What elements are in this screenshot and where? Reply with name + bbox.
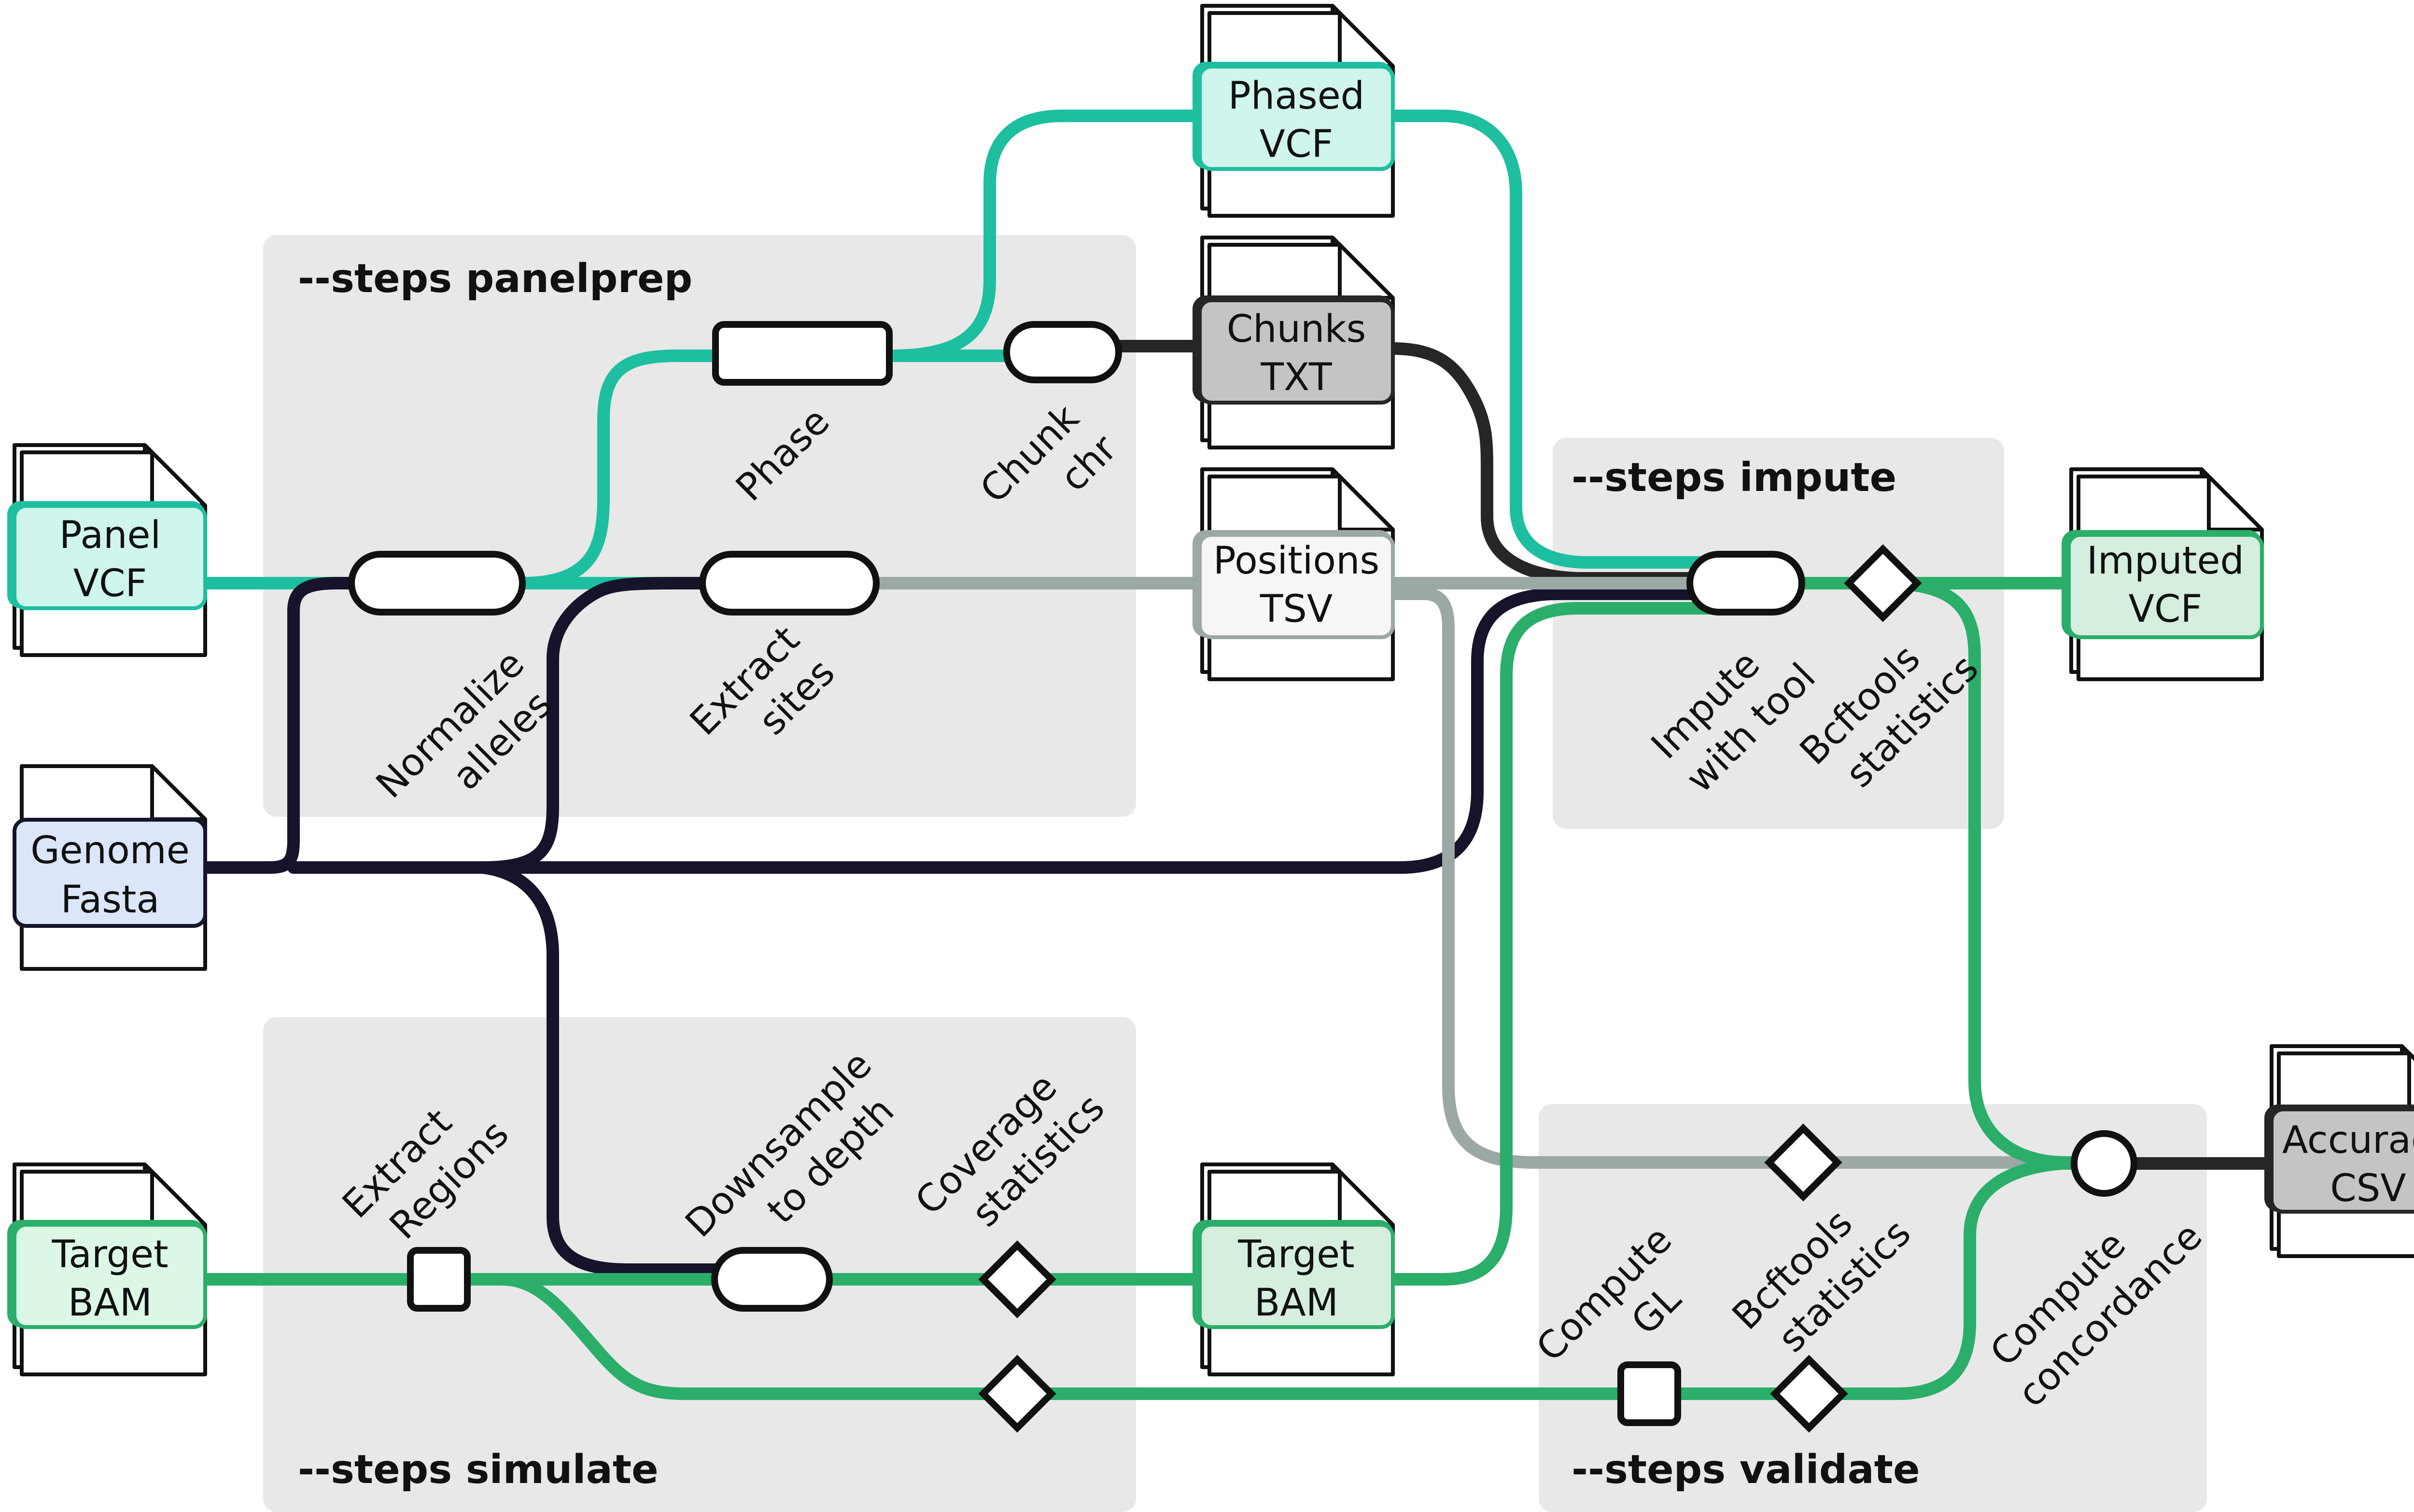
svg-text:BAM: BAM	[68, 1281, 152, 1325]
node-impute-tool[interactable]	[1686, 551, 1805, 616]
section-label-panelprep: --steps panelprep	[298, 256, 692, 302]
file-genome-fasta[interactable]: Genome Fasta	[13, 766, 207, 969]
svg-text:VCF: VCF	[73, 562, 147, 605]
line-genome-to-normalize	[201, 577, 359, 874]
svg-text:Accuracy: Accuracy	[2282, 1119, 2414, 1162]
svg-text:CSV: CSV	[2330, 1167, 2406, 1210]
svg-text:Target: Target	[1237, 1233, 1354, 1276]
file-positions-tsv[interactable]: Positions TSV	[1193, 469, 1395, 679]
file-imputed-vcf[interactable]: Imputed VCF	[2062, 469, 2264, 679]
svg-text:Positions: Positions	[1213, 539, 1379, 583]
svg-text:Imputed: Imputed	[2087, 539, 2244, 583]
line-genome-to-extract	[287, 577, 706, 874]
node-chunk[interactable]	[1003, 321, 1122, 383]
section-panelprep	[263, 235, 1136, 817]
svg-text:Phased: Phased	[1228, 74, 1364, 118]
svg-text:Chunks: Chunks	[1227, 308, 1366, 351]
file-accuracy-csv[interactable]: Accuracy CSV	[2264, 1046, 2414, 1256]
svg-text:TXT: TXT	[1260, 356, 1332, 399]
section-label-simulate: --steps simulate	[298, 1447, 659, 1493]
line-target-bam-to-impute	[1387, 602, 1720, 1286]
svg-text:Fasta: Fasta	[61, 878, 160, 922]
line-imputed-to-concordance	[1877, 577, 2106, 1169]
file-target-bam-input[interactable]: Target BAM	[7, 1164, 207, 1374]
line-genome-to-impute	[477, 588, 1720, 874]
svg-text:Target: Target	[51, 1233, 168, 1276]
file-chunks-txt[interactable]: Chunks TXT	[1193, 238, 1395, 448]
svg-text:BAM: BAM	[1254, 1281, 1338, 1325]
line-regions-to-compute-gl	[433, 1157, 2106, 1400]
node-sim-diamond[interactable]	[978, 1355, 1056, 1433]
section-label-impute: --steps impute	[1572, 455, 1896, 501]
node-bcftools-impute[interactable]	[1844, 544, 1922, 622]
node-coverage[interactable]	[978, 1240, 1056, 1318]
line-chunks-to-impute	[1387, 342, 1720, 585]
node-bcftools-validate-top[interactable]	[1764, 1123, 1842, 1202]
svg-text:VCF: VCF	[2129, 588, 2203, 631]
svg-text:Genome: Genome	[30, 829, 190, 872]
file-phased-vcf[interactable]: Phased VCF	[1193, 6, 1395, 216]
node-downsample[interactable]	[711, 1247, 833, 1312]
node-extract-regions[interactable]	[407, 1247, 471, 1312]
line-genome-to-downsample	[477, 861, 721, 1276]
file-target-bam-output[interactable]: Target BAM	[1193, 1164, 1395, 1374]
line-phased-vcf-to-impute	[1384, 110, 1720, 569]
line-phase-to-phased-vcf	[884, 110, 1204, 362]
section-impute	[1553, 438, 2004, 829]
svg-text:Panel: Panel	[59, 514, 161, 557]
svg-text:TSV: TSV	[1260, 588, 1333, 631]
svg-text:VCF: VCF	[1260, 123, 1333, 166]
section-label-validate: --steps validate	[1572, 1447, 1920, 1493]
line-panel-to-phase	[201, 350, 897, 589]
section-validate	[1539, 1104, 2207, 1512]
node-compute-gl[interactable]	[1617, 1361, 1681, 1426]
node-concordance[interactable]	[2071, 1130, 2137, 1197]
node-bcftools-validate[interactable]	[1770, 1355, 1848, 1433]
node-normalize[interactable]	[348, 551, 526, 616]
file-panel-vcf[interactable]: Panel VCF	[7, 445, 207, 655]
node-phase[interactable]	[712, 321, 893, 386]
node-extract-sites[interactable]	[699, 551, 880, 616]
